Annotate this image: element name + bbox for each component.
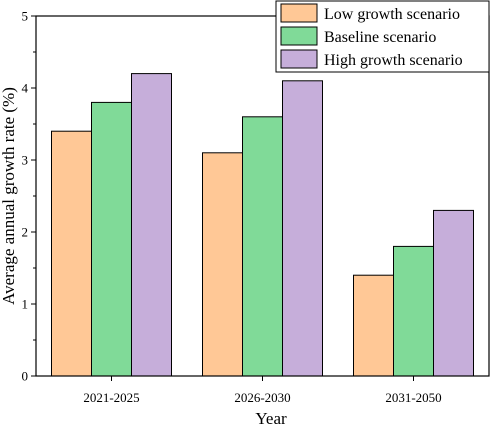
y-tick-label: 2 [22, 225, 29, 240]
bar-2-1 [91, 101, 132, 377]
bar-3-3 [433, 209, 474, 377]
y-tick-label: 0 [22, 369, 29, 384]
bar-1-2 [202, 152, 243, 377]
y-tick-label: 1 [22, 297, 29, 312]
x-tick-label: 2031-2050 [385, 390, 441, 405]
bar-3-1 [131, 73, 172, 377]
bar-2-3 [393, 245, 434, 377]
x-tick-label: 2021-2025 [83, 390, 139, 405]
legend-label-2: Baseline scenario [324, 29, 436, 46]
bar-1-3 [353, 274, 394, 377]
y-tick-label: 3 [22, 153, 29, 168]
legend-label-3: High growth scenario [324, 52, 463, 69]
legend-swatch-3 [280, 49, 318, 69]
legend-swatch-2 [280, 26, 318, 46]
legend: Low growth scenario Baseline scenario High… [275, 0, 490, 73]
bar-2-2 [242, 116, 283, 377]
legend-label-1: Low growth scenario [324, 6, 460, 23]
y-tick-label: 4 [22, 81, 29, 96]
x-tick-label: 2026-2030 [234, 390, 290, 405]
y-axis-title: Average annual growth rate (%) [0, 87, 18, 305]
x-axis-title: Year [255, 409, 287, 428]
legend-swatch-1 [280, 3, 318, 23]
y-tick-label: 5 [22, 9, 29, 24]
axes-layer: 2021-2025 2026-2030 2031-2050 0 1 2 3 4 5 [22, 9, 490, 405]
bars-layer [51, 73, 474, 377]
bar-1-1 [51, 130, 92, 377]
bar-3-2 [282, 80, 323, 377]
